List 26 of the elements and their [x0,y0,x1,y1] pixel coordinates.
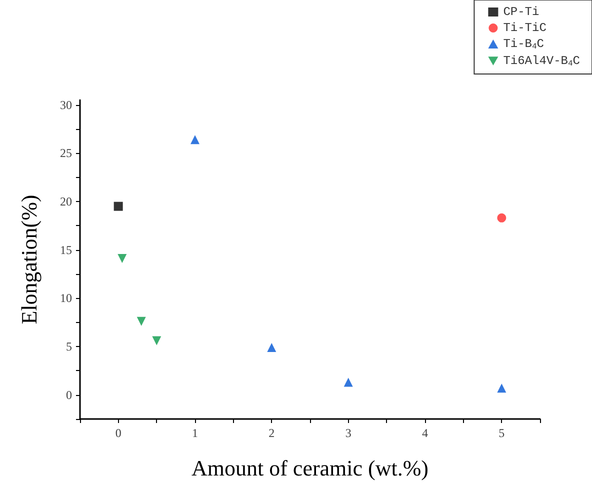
point [497,384,506,393]
x-tick-label: 4 [422,426,428,440]
x-axis-title: Amount of ceramic (wt.%) [191,456,429,480]
point [190,135,200,144]
y-tick-label: 25 [60,146,72,160]
y-tick-label: 5 [66,340,72,354]
point [267,342,276,352]
point [118,254,127,264]
y-tick-label: 15 [60,242,72,257]
x-tick-label: 3 [345,426,352,440]
x-tick-label: 2 [268,426,275,440]
y-tick-label: 20 [60,194,72,208]
y-axis-title: Elongation(%) [16,194,42,324]
y-tick-label: 30 [60,98,72,112]
x-tick-label: 0 [115,426,122,440]
point [136,316,146,326]
y-tick-label: 0 [66,388,72,402]
point [344,378,353,387]
point [497,213,506,222]
legend-label: CP-Ti [503,5,540,19]
point [152,336,162,346]
x-tick-label: 5 [498,426,505,440]
x-tick-label: 1 [192,426,198,440]
y-tick-label: 10 [60,291,72,306]
point [114,202,123,211]
legend-label: Ti-TiC [503,21,546,35]
